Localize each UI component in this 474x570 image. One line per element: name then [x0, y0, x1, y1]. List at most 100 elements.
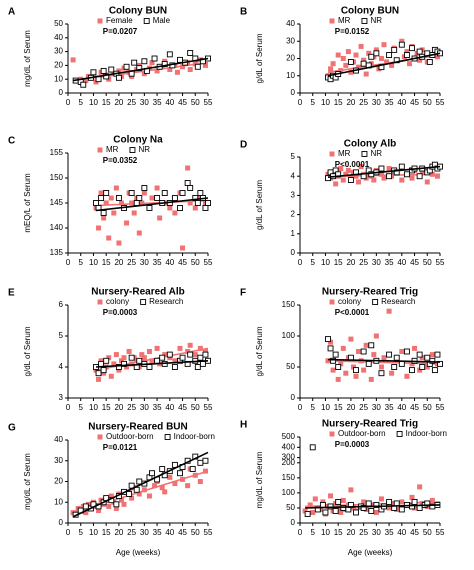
data-point — [124, 364, 130, 370]
data-point — [149, 195, 155, 201]
x-tick-label: 45 — [178, 98, 187, 107]
data-point — [386, 52, 393, 58]
y-tick-label: 150 — [50, 173, 64, 182]
x-tick-label: 5 — [311, 258, 316, 267]
data-point — [194, 200, 201, 206]
y-tick-label: 400 — [282, 442, 296, 451]
panel-label: F — [240, 288, 246, 299]
data-point — [386, 505, 392, 511]
data-point — [184, 180, 191, 186]
x-tick-label: 45 — [178, 403, 187, 412]
data-point — [172, 210, 178, 216]
legend-marker — [140, 299, 147, 305]
data-point — [161, 190, 168, 196]
data-point — [115, 74, 122, 81]
data-point — [151, 55, 158, 62]
trend-line — [95, 360, 209, 368]
x-tick-label: 45 — [410, 258, 419, 267]
data-point — [128, 190, 135, 196]
data-point — [129, 200, 135, 206]
data-point — [166, 351, 173, 358]
data-point — [399, 38, 405, 44]
data-point — [386, 351, 393, 358]
x-tick-label: 20 — [114, 258, 123, 267]
data-point — [98, 190, 104, 196]
data-point — [310, 509, 316, 515]
data-point — [177, 470, 183, 477]
data-point — [171, 364, 178, 370]
data-point — [96, 508, 102, 514]
x-tick-label: 50 — [191, 98, 200, 107]
x-tick-label: 55 — [436, 528, 445, 537]
x-tick-label: 5 — [79, 528, 84, 537]
data-point — [185, 483, 191, 489]
data-point — [327, 345, 334, 352]
x-tick-label: 40 — [397, 98, 406, 107]
data-point — [378, 165, 385, 172]
x-tick-label: 0 — [298, 98, 303, 107]
data-point — [404, 49, 410, 55]
data-point — [403, 171, 410, 178]
x-tick-label: 20 — [346, 258, 355, 267]
data-point — [177, 56, 183, 63]
y-tick-label: 30 — [54, 456, 63, 465]
data-point — [330, 367, 336, 373]
x-tick-label: 35 — [153, 258, 162, 267]
x-tick-label: 40 — [165, 403, 174, 412]
x-tick-label: 10 — [89, 528, 98, 537]
y-tick-label: 40 — [54, 33, 63, 42]
y-axis-label: g/dL of Serum — [23, 326, 32, 376]
data-point — [129, 495, 135, 501]
legend-label: Research — [381, 297, 415, 306]
x-axis-label: Age (weeks) — [348, 548, 393, 557]
data-point — [103, 357, 110, 364]
data-point — [187, 351, 194, 358]
data-point — [335, 498, 342, 505]
p-value: P=0.0003 — [103, 308, 138, 317]
data-point — [373, 50, 380, 57]
y-tick-label: 4 — [291, 171, 296, 180]
x-tick-label: 45 — [410, 403, 419, 412]
trend-line — [72, 451, 209, 518]
y-tick-label: 100 — [282, 488, 296, 497]
x-tick-label: 25 — [359, 98, 368, 107]
trend-line — [95, 199, 209, 207]
data-point — [202, 457, 209, 464]
data-point — [338, 361, 344, 367]
trend-line — [72, 57, 209, 82]
data-point — [353, 52, 359, 58]
data-point — [149, 358, 155, 364]
data-point — [179, 190, 186, 196]
x-tick-label: 30 — [140, 403, 149, 412]
data-point — [328, 339, 334, 345]
y-axis-label: mEQ/L of Serum — [23, 173, 32, 233]
panel-title: Nursery-Reared Trig — [322, 287, 418, 298]
data-point — [141, 355, 147, 361]
x-tick-label: 55 — [204, 98, 213, 107]
data-point — [96, 376, 102, 382]
data-point — [417, 367, 423, 373]
data-point — [121, 360, 127, 367]
data-point — [90, 69, 97, 76]
data-point — [393, 354, 400, 361]
data-point — [126, 491, 133, 497]
x-tick-label: 10 — [321, 98, 330, 107]
data-point — [121, 501, 127, 507]
data-point — [154, 195, 161, 201]
y-tick-label: 0 — [291, 393, 296, 402]
legend-marker — [97, 147, 103, 153]
data-point — [368, 376, 374, 382]
data-point — [185, 349, 191, 354]
data-point — [426, 59, 433, 65]
x-tick-label: 40 — [165, 258, 174, 267]
data-point — [95, 370, 102, 377]
data-point — [179, 354, 186, 361]
data-point — [118, 200, 124, 206]
y-tick-label: 200 — [282, 458, 296, 467]
data-point — [202, 349, 208, 354]
data-point — [115, 364, 122, 370]
data-point — [103, 73, 110, 80]
data-point — [378, 56, 384, 61]
data-point — [416, 351, 423, 358]
data-point — [98, 195, 105, 201]
